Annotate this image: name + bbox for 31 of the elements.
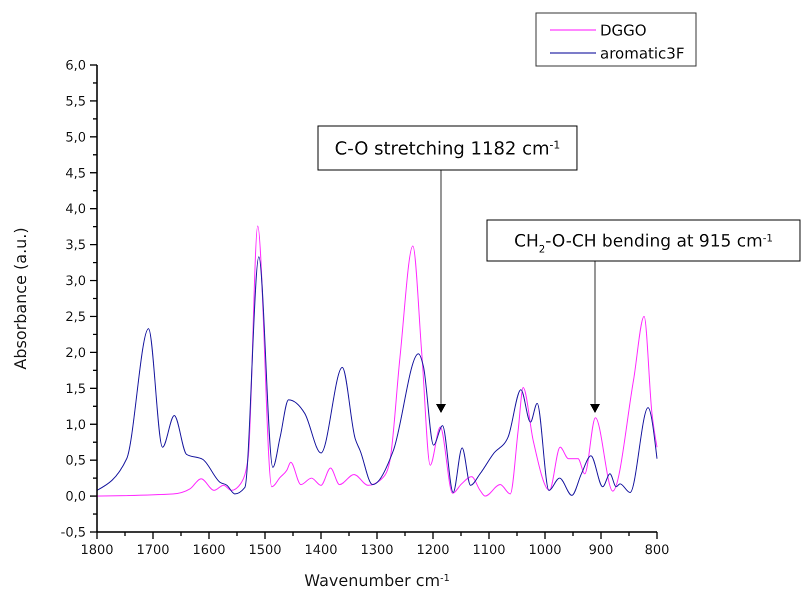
y-tick-label: 6,0 bbox=[65, 58, 86, 74]
y-tick-label: 1,0 bbox=[65, 418, 86, 433]
x-tick-label: 1500 bbox=[248, 543, 282, 558]
y-axis-title: Absorbance (a.u.) bbox=[11, 227, 30, 370]
x-tick-label: 1000 bbox=[528, 543, 562, 558]
x-tick-label: 1100 bbox=[472, 543, 506, 558]
x-tick-label: 1400 bbox=[304, 543, 338, 558]
x-tick-label: 1700 bbox=[136, 543, 170, 558]
x-tick-label: 1300 bbox=[360, 543, 394, 558]
y-tick-label: 1,5 bbox=[65, 382, 86, 397]
x-tick-label: 1200 bbox=[416, 543, 450, 558]
y-tick-label: 4,0 bbox=[65, 202, 86, 218]
legend-label: DGGO bbox=[600, 21, 647, 40]
y-tick-label: 5,0 bbox=[65, 130, 86, 146]
y-tick-label: 3,0 bbox=[65, 274, 86, 290]
y-tick-label: 2,5 bbox=[65, 310, 86, 326]
legend-label: aromatic3F bbox=[600, 44, 684, 62]
x-tick-label: 1600 bbox=[192, 543, 226, 558]
y-tick-label: 0,5 bbox=[65, 454, 86, 469]
x-tick-label: 800 bbox=[644, 543, 670, 558]
x-axis-title: Wavenumber cm$^{-1}$ bbox=[304, 571, 450, 590]
y-tick-label: -0,5 bbox=[60, 526, 86, 541]
y-tick-label: 5,5 bbox=[65, 94, 86, 110]
x-tick-label: 1800 bbox=[80, 543, 114, 558]
annotation: CH$_{2}$-O-CH bending at 915 cm$^{-1}$ bbox=[514, 231, 773, 255]
y-tick-label: 2,0 bbox=[65, 346, 86, 361]
x-tick-label: 900 bbox=[588, 543, 614, 558]
y-tick-label: 4,5 bbox=[65, 166, 86, 182]
y-tick-label: 3,5 bbox=[65, 238, 86, 254]
annotation: C-O stretching 1182 cm$^{-1}$ bbox=[334, 138, 560, 160]
y-tick-label: 0,0 bbox=[65, 490, 86, 505]
